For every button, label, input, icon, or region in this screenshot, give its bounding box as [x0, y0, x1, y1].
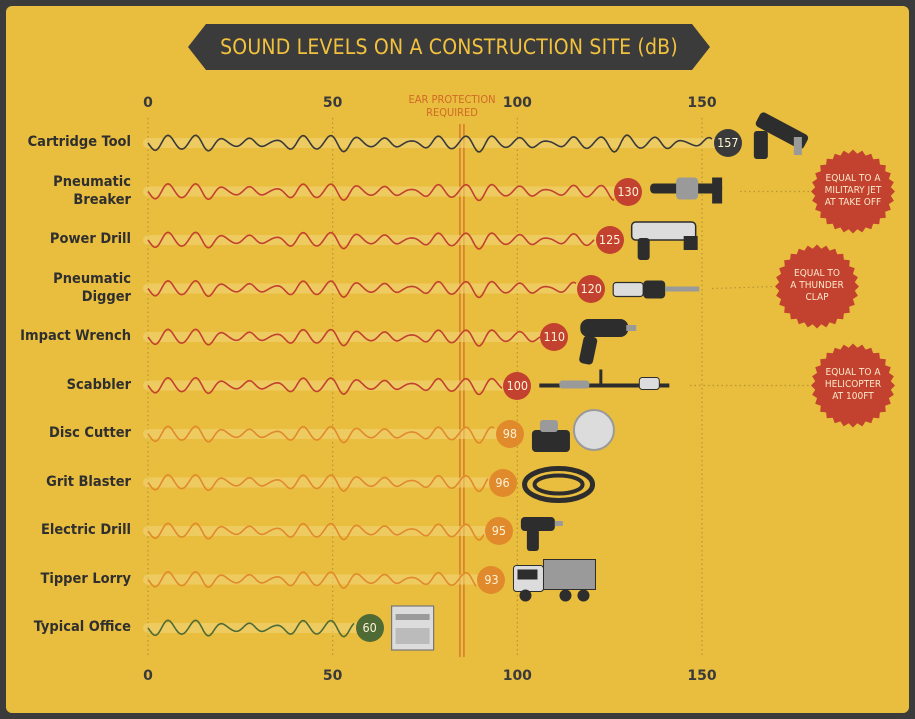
- sound-wave: [147, 134, 713, 153]
- value-badge: 157: [713, 129, 742, 157]
- x-tick-label-bottom: 150: [687, 668, 717, 684]
- callout-text-line: EQUAL TO A: [825, 366, 881, 378]
- row-label-line: Pneumatic: [53, 173, 131, 190]
- disc-cutter-icon: [531, 409, 615, 452]
- row-label: Tipper Lorry: [0, 570, 131, 588]
- tipper-lorry-icon: [512, 559, 596, 602]
- ear-protection-label: EAR PROTECTION REQUIRED: [400, 93, 504, 119]
- row-label-line: Disc Cutter: [49, 425, 131, 441]
- sound-wave: [147, 473, 489, 493]
- value-badge: 93: [477, 565, 506, 594]
- value-badge: 110: [540, 323, 569, 351]
- callout-text-line: AT TAKE OFF: [824, 196, 882, 208]
- title-banner: [188, 24, 710, 70]
- value-badge: 98: [495, 420, 524, 448]
- row-label-line: Electric Drill: [40, 522, 131, 538]
- callout-badge: [811, 343, 895, 428]
- sound-wave: [147, 182, 615, 202]
- x-tick-label-top: 150: [687, 95, 717, 111]
- row-label-line: Digger: [81, 288, 131, 305]
- ear-protection-label-line: REQUIRED: [426, 106, 478, 119]
- row-label: Disc Cutter: [0, 424, 131, 442]
- callout-text-line: MILITARY JET: [824, 184, 882, 196]
- callout-text: EQUAL TO A HELICOPTER AT 100FT: [816, 367, 890, 403]
- digger-icon: [612, 280, 700, 299]
- value-badge: 95: [484, 517, 513, 545]
- callout-text-line: EQUAL TO: [794, 267, 840, 279]
- sound-wave: [147, 279, 577, 299]
- x-tick-label-top: 0: [143, 95, 153, 111]
- row-label: Grit Blaster: [0, 473, 131, 491]
- callout-text: EQUAL TO A THUNDER CLAP: [780, 268, 854, 304]
- impact-wrench-icon: [579, 319, 637, 365]
- row-label-line: Pneumatic: [53, 270, 131, 287]
- callout-connector: [711, 285, 776, 290]
- value-badge: 60: [355, 614, 384, 642]
- value-badge: 125: [595, 226, 624, 254]
- callout-text-line: CLAP: [805, 291, 829, 303]
- sound-wave: [147, 522, 485, 541]
- power-drill-icon: [630, 221, 698, 260]
- value-badge: 96: [488, 468, 517, 497]
- row-label-line: Impact Wrench: [20, 328, 131, 344]
- sound-wave: [147, 328, 541, 347]
- row-label-line: Grit Blaster: [46, 473, 131, 490]
- row-label-line: Tipper Lorry: [40, 570, 131, 587]
- x-tick-label-bottom: 100: [502, 668, 532, 684]
- callout-text-line: AT 100FT: [832, 390, 874, 402]
- cordless-drill-icon: [520, 517, 563, 551]
- value-badge: 100: [503, 371, 532, 400]
- jackhammer-icon: [650, 177, 723, 204]
- row-label: Typical Office: [0, 618, 131, 636]
- chart-title: SOUND LEVELS ON A CONSTRUCTION SITE (dB): [220, 35, 678, 59]
- hose-icon: [522, 466, 596, 503]
- row-label-line: Scabbler: [66, 376, 131, 393]
- ear-protection-label-line: EAR PROTECTION: [408, 93, 496, 106]
- row-label-line: Breaker: [73, 191, 131, 208]
- row-label-line: Typical Office: [33, 619, 131, 635]
- row-label-line: Cartridge Tool: [27, 134, 131, 150]
- callout-badge: [775, 244, 859, 329]
- x-tick-label-bottom: 0: [143, 668, 153, 684]
- callout-text-line: A THUNDER: [790, 279, 844, 291]
- row-label: Pneumatic Breaker: [0, 173, 131, 209]
- sound-wave: [147, 619, 355, 638]
- photocopier-icon: [391, 605, 435, 651]
- sound-wave: [147, 570, 477, 590]
- callout-text: EQUAL TO A MILITARY JET AT TAKE OFF: [816, 173, 890, 209]
- row-label: Cartridge Tool: [0, 133, 131, 151]
- value-badge: 130: [614, 177, 643, 206]
- row-label: Impact Wrench: [0, 327, 131, 345]
- sound-wave: [147, 376, 503, 396]
- x-tick-label-bottom: 50: [322, 668, 343, 684]
- x-tick-label-top: 100: [502, 95, 532, 111]
- value-badge: 120: [577, 274, 606, 303]
- scabbler-icon: [539, 369, 670, 390]
- x-tick-label-top: 50: [322, 95, 343, 111]
- row-label: Pneumatic Digger: [0, 270, 131, 306]
- nail-gun-icon: [753, 112, 809, 159]
- callout-text-line: EQUAL TO A: [825, 172, 881, 184]
- row-label: Electric Drill: [0, 521, 131, 539]
- sound-wave: [147, 231, 595, 250]
- row-label-line: Power Drill: [49, 231, 131, 247]
- row-label: Power Drill: [0, 230, 131, 248]
- callout-text-line: HELICOPTER: [824, 378, 882, 390]
- row-label: Scabbler: [0, 376, 131, 394]
- sound-wave: [147, 425, 495, 444]
- callout-badge: [811, 149, 895, 234]
